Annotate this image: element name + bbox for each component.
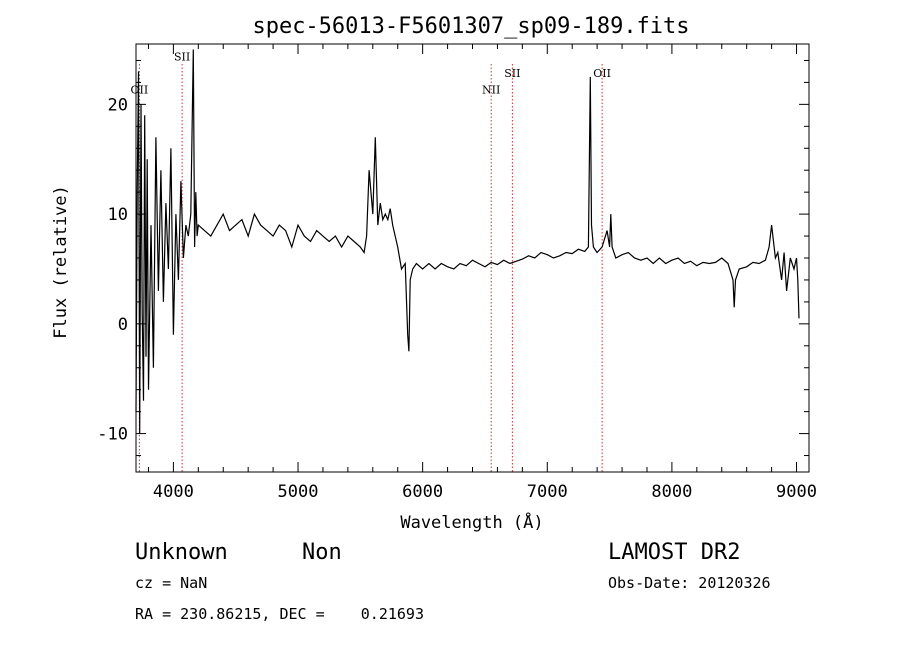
y-tick-label: -10 — [97, 425, 128, 445]
spectral-line-markers: OII SII NII SII OII — [131, 50, 611, 472]
redshift-cz: cz = NaN — [135, 574, 207, 592]
spectral-line-label: SII — [174, 50, 190, 63]
object-subclass: Non — [302, 540, 342, 565]
ra-dec-coordinates: RA = 230.86215, DEC = 0.21693 — [135, 605, 424, 623]
spectral-line-label: NII — [482, 83, 500, 96]
object-class: Unknown — [135, 540, 228, 565]
spectral-line-label: OII — [131, 83, 149, 96]
survey-name: LAMOST DR2 — [608, 540, 740, 565]
spectral-line-label: OII — [593, 67, 611, 80]
chart-title: spec-56013-F5601307_sp09-189.fits — [252, 14, 689, 39]
x-tick-label: 9000 — [776, 482, 817, 502]
spectrum-line — [135, 49, 800, 434]
x-tick-label: 8000 — [651, 482, 692, 502]
x-axis-ticks: 4000 5000 6000 7000 8000 9000 — [147, 44, 817, 502]
y-axis-label: Flux (relative) — [51, 185, 71, 339]
y-tick-label: 20 — [108, 95, 128, 115]
plot-frame — [135, 43, 810, 473]
x-tick-label: 7000 — [527, 482, 568, 502]
spectral-line-label: SII — [504, 67, 520, 80]
y-tick-label: 0 — [118, 315, 128, 335]
observation-date: Obs-Date: 20120326 — [608, 574, 771, 592]
y-tick-label: 10 — [108, 205, 128, 225]
x-axis-label: Wavelength (Å) — [400, 511, 543, 533]
y-axis-ticks: -10 0 10 20 — [97, 59, 809, 457]
x-tick-label: 6000 — [402, 482, 443, 502]
x-tick-label: 4000 — [153, 482, 194, 502]
series-layer — [135, 49, 800, 434]
x-tick-label: 5000 — [278, 482, 319, 502]
